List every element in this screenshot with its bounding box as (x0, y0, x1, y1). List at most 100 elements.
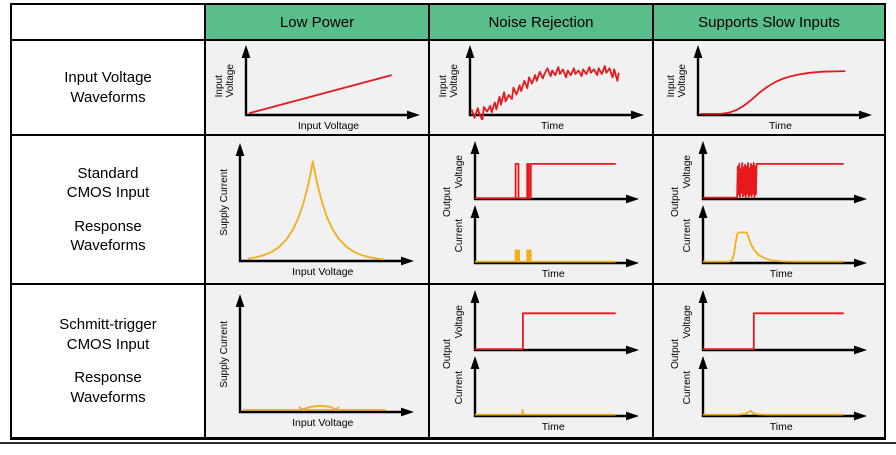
y-axis-label: Input Voltage (666, 64, 689, 97)
y-axis-label: Voltage (682, 305, 694, 338)
axis-arrowhead (630, 110, 644, 119)
waveform-trace-red (248, 73, 392, 114)
waveform-plot (698, 204, 867, 267)
waveform-trace-yellow (247, 159, 385, 260)
axis-arrowhead (470, 356, 479, 369)
y-axis-label-text: Voltage (225, 63, 236, 98)
axis-arrowhead (235, 294, 245, 307)
header-noise-rejection: Noise Rejection (430, 5, 652, 39)
axis-arrowhead (698, 356, 707, 369)
bottom-subplot: Current (682, 204, 868, 268)
axis-arrowhead (693, 44, 702, 58)
graph-block: Input Voltage Time (666, 44, 873, 132)
axis-arrowhead (625, 194, 639, 203)
x-axis-label: Time (769, 267, 793, 280)
outer-y-axis-label: Output (442, 339, 454, 369)
axis-arrowhead (470, 290, 479, 303)
top-subplot: Voltage (682, 289, 868, 355)
x-axis-label: Input Voltage (292, 265, 354, 278)
y-axis-label-text: Current (454, 218, 465, 253)
y-axis-label-text: Voltage (682, 154, 693, 189)
x-axis-label: Input Voltage (297, 119, 360, 132)
axis-arrowhead (625, 258, 639, 267)
waveform-plot (235, 294, 414, 417)
y-axis-label-text: Current (454, 371, 465, 405)
axis-arrowhead (625, 411, 639, 421)
y-axis-label-text: Current (682, 218, 693, 253)
y-axis-label-text: Voltage (449, 63, 460, 98)
waveform-trace-red (700, 69, 845, 115)
axis-arrowhead (470, 140, 479, 154)
cmos-input-comparison-table: Low Power Noise Rejection Supports Slow … (10, 3, 886, 440)
axis-arrowhead (470, 204, 479, 218)
plot-column: Input Voltage (231, 142, 415, 278)
y-axis-label-text: Input (213, 74, 225, 98)
waveform-plot (241, 44, 420, 119)
x-axis-label: Time (541, 421, 565, 433)
plot-column: Input Voltage (231, 293, 415, 429)
y-axis-label-text: Output (441, 338, 453, 370)
y-axis-label-text: Supply Current (219, 320, 231, 388)
graph-input-voltage-noise-rejection: Input Voltage Time (430, 41, 652, 134)
top-subplot: Voltage (454, 289, 640, 355)
graph-standard-cmos-slow-inputs: Output Voltage Current Time (654, 136, 884, 283)
waveform-trace-red (474, 162, 616, 199)
x-axis-label: Time (541, 267, 565, 280)
graph-block: Output Voltage Current Time (442, 289, 641, 433)
axis-arrowhead (400, 256, 414, 265)
plot-column: Voltage Current Time (681, 289, 868, 433)
graph-schmitt-low-power: Supply Current Input Voltage (206, 285, 428, 437)
axis-arrowhead (853, 258, 867, 267)
label-line: CMOS Input (66, 335, 150, 353)
row-label-schmitt-trigger-response: Schmitt-trigger CMOS Input Response Wavefor… (12, 285, 204, 437)
outer-y-axis-label: Output (670, 187, 682, 217)
axis-arrowhead (858, 110, 872, 119)
graph-block: Output Voltage Current Time (670, 140, 869, 280)
label-line: CMOS Input (66, 184, 150, 201)
label-line: Input Voltage (64, 69, 152, 86)
plot-column: Time (461, 44, 645, 132)
axis-arrowhead (235, 142, 245, 156)
graph-block: Input Voltage Input Voltage (214, 44, 421, 132)
bottom-rule (0, 442, 896, 444)
waveform-plot (470, 356, 639, 421)
axis-arrowhead (853, 411, 867, 421)
y-axis-label-text: Voltage (454, 154, 465, 189)
label-line: Response (74, 369, 142, 386)
axis-arrowhead (698, 204, 707, 218)
label-line: Schmitt-trigger (59, 316, 157, 333)
label-line: Waveforms (70, 237, 146, 254)
graph-block: Supply Current Input Voltage (219, 293, 415, 429)
axis-arrowhead (698, 290, 707, 303)
waveform-trace-yellow (474, 409, 616, 416)
waveform-plot (470, 140, 639, 203)
waveform-trace-yellow (702, 230, 844, 262)
waveform-trace-yellow (474, 249, 616, 262)
waveform-plot (465, 44, 644, 120)
graph-input-voltage-low-power: Input Voltage Input Voltage (206, 41, 428, 134)
axis-arrowhead (698, 140, 707, 154)
y-axis-label: Input Voltage (438, 64, 461, 97)
axis-arrowhead (625, 345, 639, 355)
header-low-power: Low Power (206, 5, 428, 39)
y-axis-label: Voltage (682, 155, 694, 188)
corner-cell (12, 5, 204, 39)
row-label-input-voltage-waveforms: Input Voltage Waveforms (12, 41, 204, 134)
y-axis-label: Current (682, 371, 694, 404)
row-label-standard-cmos-response: Standard CMOS Input Response Waveforms (12, 136, 204, 283)
x-axis-label: Time (769, 421, 793, 433)
waveform-plot (693, 44, 872, 119)
y-axis-label-text: Voltage (682, 305, 693, 339)
waveform-trace-red (474, 312, 616, 350)
axis-arrowhead (853, 194, 867, 203)
waveform-trace-red (702, 312, 844, 350)
y-axis-label-text: Input (437, 74, 449, 98)
y-axis-label-text: Output (669, 338, 681, 370)
top-subplot: Voltage (454, 140, 640, 204)
waveform-plot (698, 356, 867, 421)
graph-block: Output Voltage Current Time (670, 289, 869, 433)
y-axis-label-text: Current (682, 371, 693, 405)
y-axis-label: Voltage (454, 305, 466, 338)
bottom-subplot: Current (454, 204, 640, 268)
